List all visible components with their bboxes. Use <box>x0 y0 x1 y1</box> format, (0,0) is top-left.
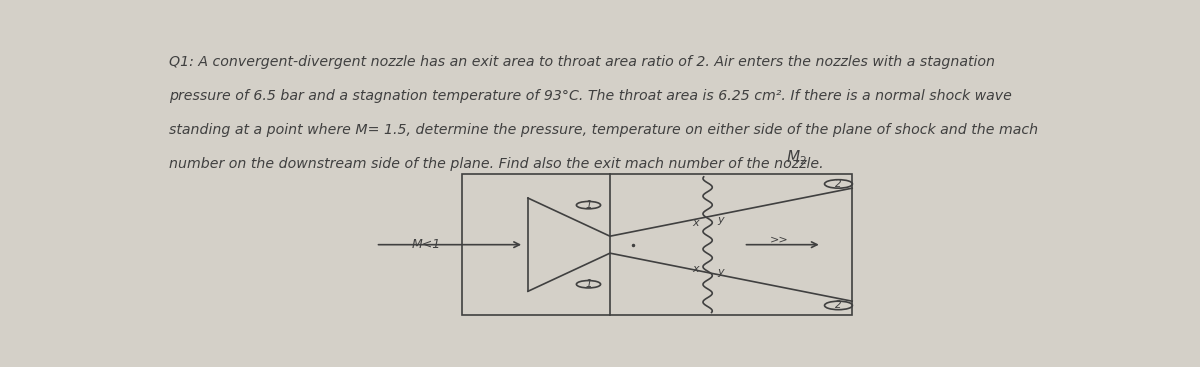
Text: 2: 2 <box>835 179 841 189</box>
Text: 1: 1 <box>586 200 592 210</box>
Text: $M_2$: $M_2$ <box>786 148 806 167</box>
Text: Q1: A convergent-divergent nozzle has an exit area to throat area ratio of 2. Ai: Q1: A convergent-divergent nozzle has an… <box>168 55 995 69</box>
Text: M<1: M<1 <box>412 238 442 251</box>
Text: 2: 2 <box>835 301 841 310</box>
Text: 1: 1 <box>586 279 592 289</box>
Text: x: x <box>692 218 698 228</box>
Text: >>: >> <box>769 235 788 245</box>
Text: x: x <box>692 265 698 275</box>
Text: y: y <box>716 267 724 277</box>
Text: number on the downstream side of the plane. Find also the exit mach number of th: number on the downstream side of the pla… <box>168 157 823 171</box>
Text: pressure of 6.5 bar and a stagnation temperature of 93°C. The throat area is 6.2: pressure of 6.5 bar and a stagnation tem… <box>168 89 1012 103</box>
Text: y: y <box>716 215 724 225</box>
Text: standing at a point where M= 1.5, determine the pressure, temperature on either : standing at a point where M= 1.5, determ… <box>168 123 1038 137</box>
